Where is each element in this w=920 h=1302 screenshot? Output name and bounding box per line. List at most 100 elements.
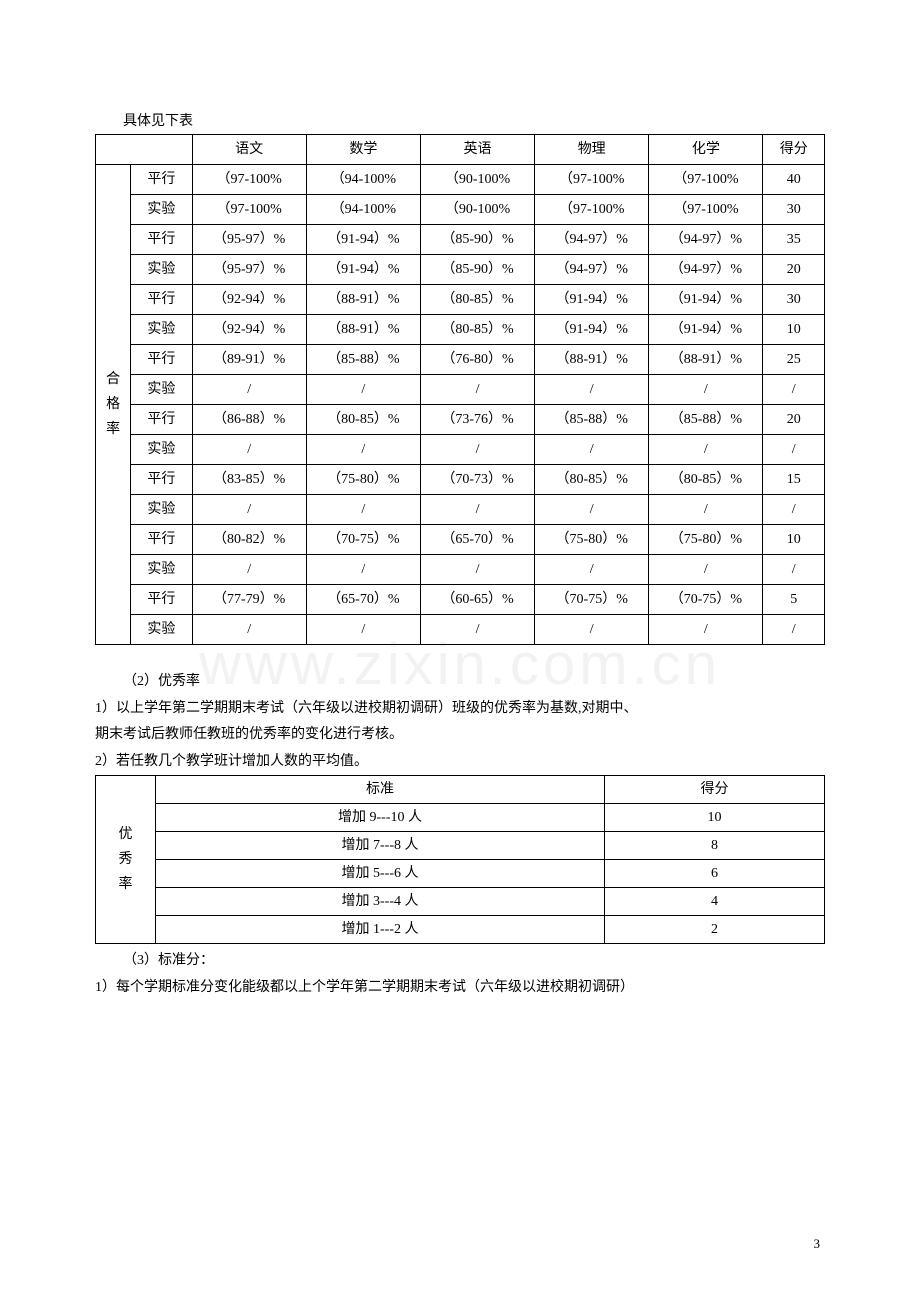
table-cell: （70-75）% bbox=[535, 585, 649, 615]
table-cell: （97-100% bbox=[535, 195, 649, 225]
table-cell: 30 bbox=[763, 195, 825, 225]
table-cell: （73-76）% bbox=[420, 405, 534, 435]
table-row: 增加 7---8 人8 bbox=[96, 832, 825, 860]
row-type: 平行 bbox=[131, 165, 192, 195]
table-cell: 10 bbox=[763, 525, 825, 555]
table-cell: （85-90）% bbox=[420, 255, 534, 285]
table-header-cell: 标准 bbox=[156, 776, 605, 804]
table-cell: （92-94）% bbox=[192, 285, 306, 315]
table-cell: （94-100% bbox=[306, 195, 420, 225]
table-cell: （94-97）% bbox=[535, 225, 649, 255]
table-cell: （94-97）% bbox=[649, 225, 763, 255]
header-chinese: 语文 bbox=[192, 135, 306, 165]
table-cell: （92-94）% bbox=[192, 315, 306, 345]
table-cell: （70-73）% bbox=[420, 465, 534, 495]
table-cell: （80-85）% bbox=[535, 465, 649, 495]
table-cell: （97-100% bbox=[649, 165, 763, 195]
table-row: 平行（89-91）%（85-88）%（76-80）%（88-91）%（88-91… bbox=[96, 345, 825, 375]
table-cell: / bbox=[306, 495, 420, 525]
table-cell: （85-90）% bbox=[420, 225, 534, 255]
table-cell: 5 bbox=[763, 585, 825, 615]
table-cell: （76-80）% bbox=[420, 345, 534, 375]
table-header-row: 语文 数学 英语 物理 化学 得分 bbox=[96, 135, 825, 165]
table-cell: / bbox=[192, 435, 306, 465]
table-cell: （94-100% bbox=[306, 165, 420, 195]
header-physics: 物理 bbox=[535, 135, 649, 165]
table-cell: （91-94）% bbox=[535, 285, 649, 315]
table-cell: （80-85）% bbox=[649, 465, 763, 495]
table-cell: （80-85）% bbox=[306, 405, 420, 435]
table-cell: / bbox=[535, 375, 649, 405]
table-row: 实验（97-100%（94-100%（90-100%（97-100%（97-10… bbox=[96, 195, 825, 225]
table-row: 平行（80-82）%（70-75）%（65-70）%（75-80）%（75-80… bbox=[96, 525, 825, 555]
table-row: 增加 5---6 人6 bbox=[96, 860, 825, 888]
table-cell: 20 bbox=[763, 255, 825, 285]
table-row: 增加 3---4 人4 bbox=[96, 888, 825, 916]
row-type: 实验 bbox=[131, 195, 192, 225]
table-row: 平行（86-88）%（80-85）%（73-76）%（85-88）%（85-88… bbox=[96, 405, 825, 435]
table-cell: 40 bbox=[763, 165, 825, 195]
table-cell: （85-88）% bbox=[649, 405, 763, 435]
table-row: 平行（95-97）%（91-94）%（85-90）%（94-97）%（94-97… bbox=[96, 225, 825, 255]
table-cell: 25 bbox=[763, 345, 825, 375]
table-row: 平行（92-94）%（88-91）%（80-85）%（91-94）%（91-94… bbox=[96, 285, 825, 315]
table-cell: （90-100% bbox=[420, 165, 534, 195]
table-row: 实验////// bbox=[96, 555, 825, 585]
table-cell: / bbox=[420, 375, 534, 405]
table-cell: / bbox=[420, 615, 534, 645]
table-cell: 8 bbox=[605, 832, 825, 860]
table-cell: 增加 3---4 人 bbox=[156, 888, 605, 916]
row-type: 实验 bbox=[131, 435, 192, 465]
table-header-cell: 得分 bbox=[605, 776, 825, 804]
table-row: 增加 9---10 人10 bbox=[96, 804, 825, 832]
section2-line3: 2）若任教几个教学班计增加人数的平均值。 bbox=[95, 749, 825, 776]
table-row: 实验////// bbox=[96, 435, 825, 465]
row-header-qualification: 合格率 bbox=[96, 165, 131, 645]
row-type: 平行 bbox=[131, 465, 192, 495]
row-type: 实验 bbox=[131, 615, 192, 645]
table-cell: （83-85）% bbox=[192, 465, 306, 495]
table-row: 实验（92-94）%（88-91）%（80-85）%（91-94）%（91-94… bbox=[96, 315, 825, 345]
table-cell: （70-75）% bbox=[649, 585, 763, 615]
excellence-rate-table: 优秀率标准得分增加 9---10 人10增加 7---8 人8增加 5---6 … bbox=[95, 775, 825, 944]
table-cell: / bbox=[763, 555, 825, 585]
header-chemistry: 化学 bbox=[649, 135, 763, 165]
table-cell: / bbox=[763, 435, 825, 465]
table-cell: 15 bbox=[763, 465, 825, 495]
section3-heading: （3）标准分： bbox=[95, 948, 825, 975]
table-cell: / bbox=[420, 495, 534, 525]
table-cell: （80-85）% bbox=[420, 285, 534, 315]
table-cell: （88-91）% bbox=[306, 315, 420, 345]
row-header-excellence: 优秀率 bbox=[96, 776, 156, 944]
table-cell: / bbox=[535, 435, 649, 465]
table-cell: （90-100% bbox=[420, 195, 534, 225]
table-cell: 6 bbox=[605, 860, 825, 888]
table-row: 平行（77-79）%（65-70）%（60-65）%（70-75）%（70-75… bbox=[96, 585, 825, 615]
table-cell: （91-94）% bbox=[306, 255, 420, 285]
table-cell: （91-94）% bbox=[306, 225, 420, 255]
table-cell: （77-79）% bbox=[192, 585, 306, 615]
table-cell: 20 bbox=[763, 405, 825, 435]
table-cell: （91-94）% bbox=[649, 285, 763, 315]
row-type: 平行 bbox=[131, 585, 192, 615]
table-cell: / bbox=[306, 555, 420, 585]
table-cell: （94-97）% bbox=[535, 255, 649, 285]
table-cell: / bbox=[192, 555, 306, 585]
table-cell: 4 bbox=[605, 888, 825, 916]
row-type: 平行 bbox=[131, 345, 192, 375]
table-cell: （65-70）% bbox=[420, 525, 534, 555]
row-type: 实验 bbox=[131, 375, 192, 405]
table-cell: （89-91）% bbox=[192, 345, 306, 375]
table-row: 增加 1---2 人2 bbox=[96, 916, 825, 944]
table-cell: （88-91）% bbox=[306, 285, 420, 315]
table-cell: （86-88）% bbox=[192, 405, 306, 435]
table-cell: （88-91）% bbox=[535, 345, 649, 375]
header-blank bbox=[96, 135, 193, 165]
table-cell: / bbox=[649, 555, 763, 585]
table-cell: （70-75）% bbox=[306, 525, 420, 555]
table-cell: （91-94）% bbox=[535, 315, 649, 345]
row-type: 实验 bbox=[131, 315, 192, 345]
table-cell: / bbox=[306, 435, 420, 465]
table-cell: / bbox=[763, 615, 825, 645]
row-type: 平行 bbox=[131, 525, 192, 555]
